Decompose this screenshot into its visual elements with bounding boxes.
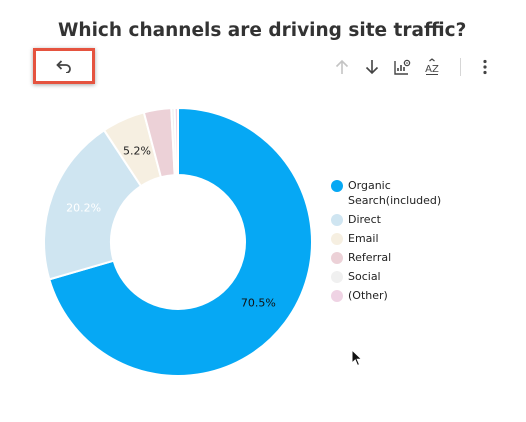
legend-swatch: [331, 214, 343, 226]
legend-label: Referral: [348, 251, 392, 264]
legend-swatch: [331, 290, 343, 302]
legend-label: (Other): [348, 289, 388, 302]
arrow-down-icon: [365, 60, 379, 75]
legend-item-email[interactable]: Email: [329, 231, 458, 246]
slice-organic-search-included[interactable]: [48, 106, 313, 377]
move-up-button[interactable]: [331, 56, 353, 78]
legend-swatch: [331, 233, 343, 245]
more-options-button[interactable]: [474, 56, 496, 78]
donut-chart: 70.5% 20.2% 5.2%: [43, 106, 313, 377]
mouse-cursor-icon: [351, 349, 363, 367]
toolbar-divider: [460, 58, 461, 76]
sort-button[interactable]: AZ: [421, 56, 443, 78]
legend-swatch: [331, 180, 343, 192]
slice-direct[interactable]: [43, 128, 143, 281]
legend-label: Email: [348, 232, 379, 245]
chart-toolbar: AZ: [0, 56, 526, 80]
sort-az-icon: AZ: [425, 58, 439, 75]
undo-icon: [56, 60, 71, 73]
sort-az-label: AZ: [425, 64, 439, 75]
legend-item-social[interactable]: Social: [329, 269, 458, 284]
legend-label: Social: [348, 270, 381, 283]
chart-settings-icon: [394, 59, 411, 75]
more-vert-icon: [483, 59, 487, 75]
legend-item-other[interactable]: (Other): [329, 288, 458, 303]
legend-label: Direct: [348, 213, 381, 226]
legend-item-direct[interactable]: Direct: [329, 212, 458, 227]
slice-other[interactable]: [173, 106, 179, 177]
data-label-organic-search-included: 70.5%: [241, 296, 276, 309]
chart-legend: Organic Search(included) Direct Email Refer…: [329, 178, 458, 307]
legend-item-organic-search-included[interactable]: Organic Search(included): [329, 178, 458, 208]
undo-button[interactable]: [33, 48, 95, 84]
chart-settings-button[interactable]: [391, 56, 413, 78]
legend-label: Organic Search(included): [348, 179, 442, 207]
data-label-direct: 20.2%: [66, 201, 101, 214]
legend-item-referral[interactable]: Referral: [329, 250, 458, 265]
move-down-button[interactable]: [361, 56, 383, 78]
legend-swatch: [331, 271, 343, 283]
chart-title: Which channels are driving site traffic?: [58, 20, 467, 41]
legend-swatch: [331, 252, 343, 264]
data-label-email: 5.2%: [123, 144, 151, 157]
arrow-up-icon: [335, 59, 349, 74]
